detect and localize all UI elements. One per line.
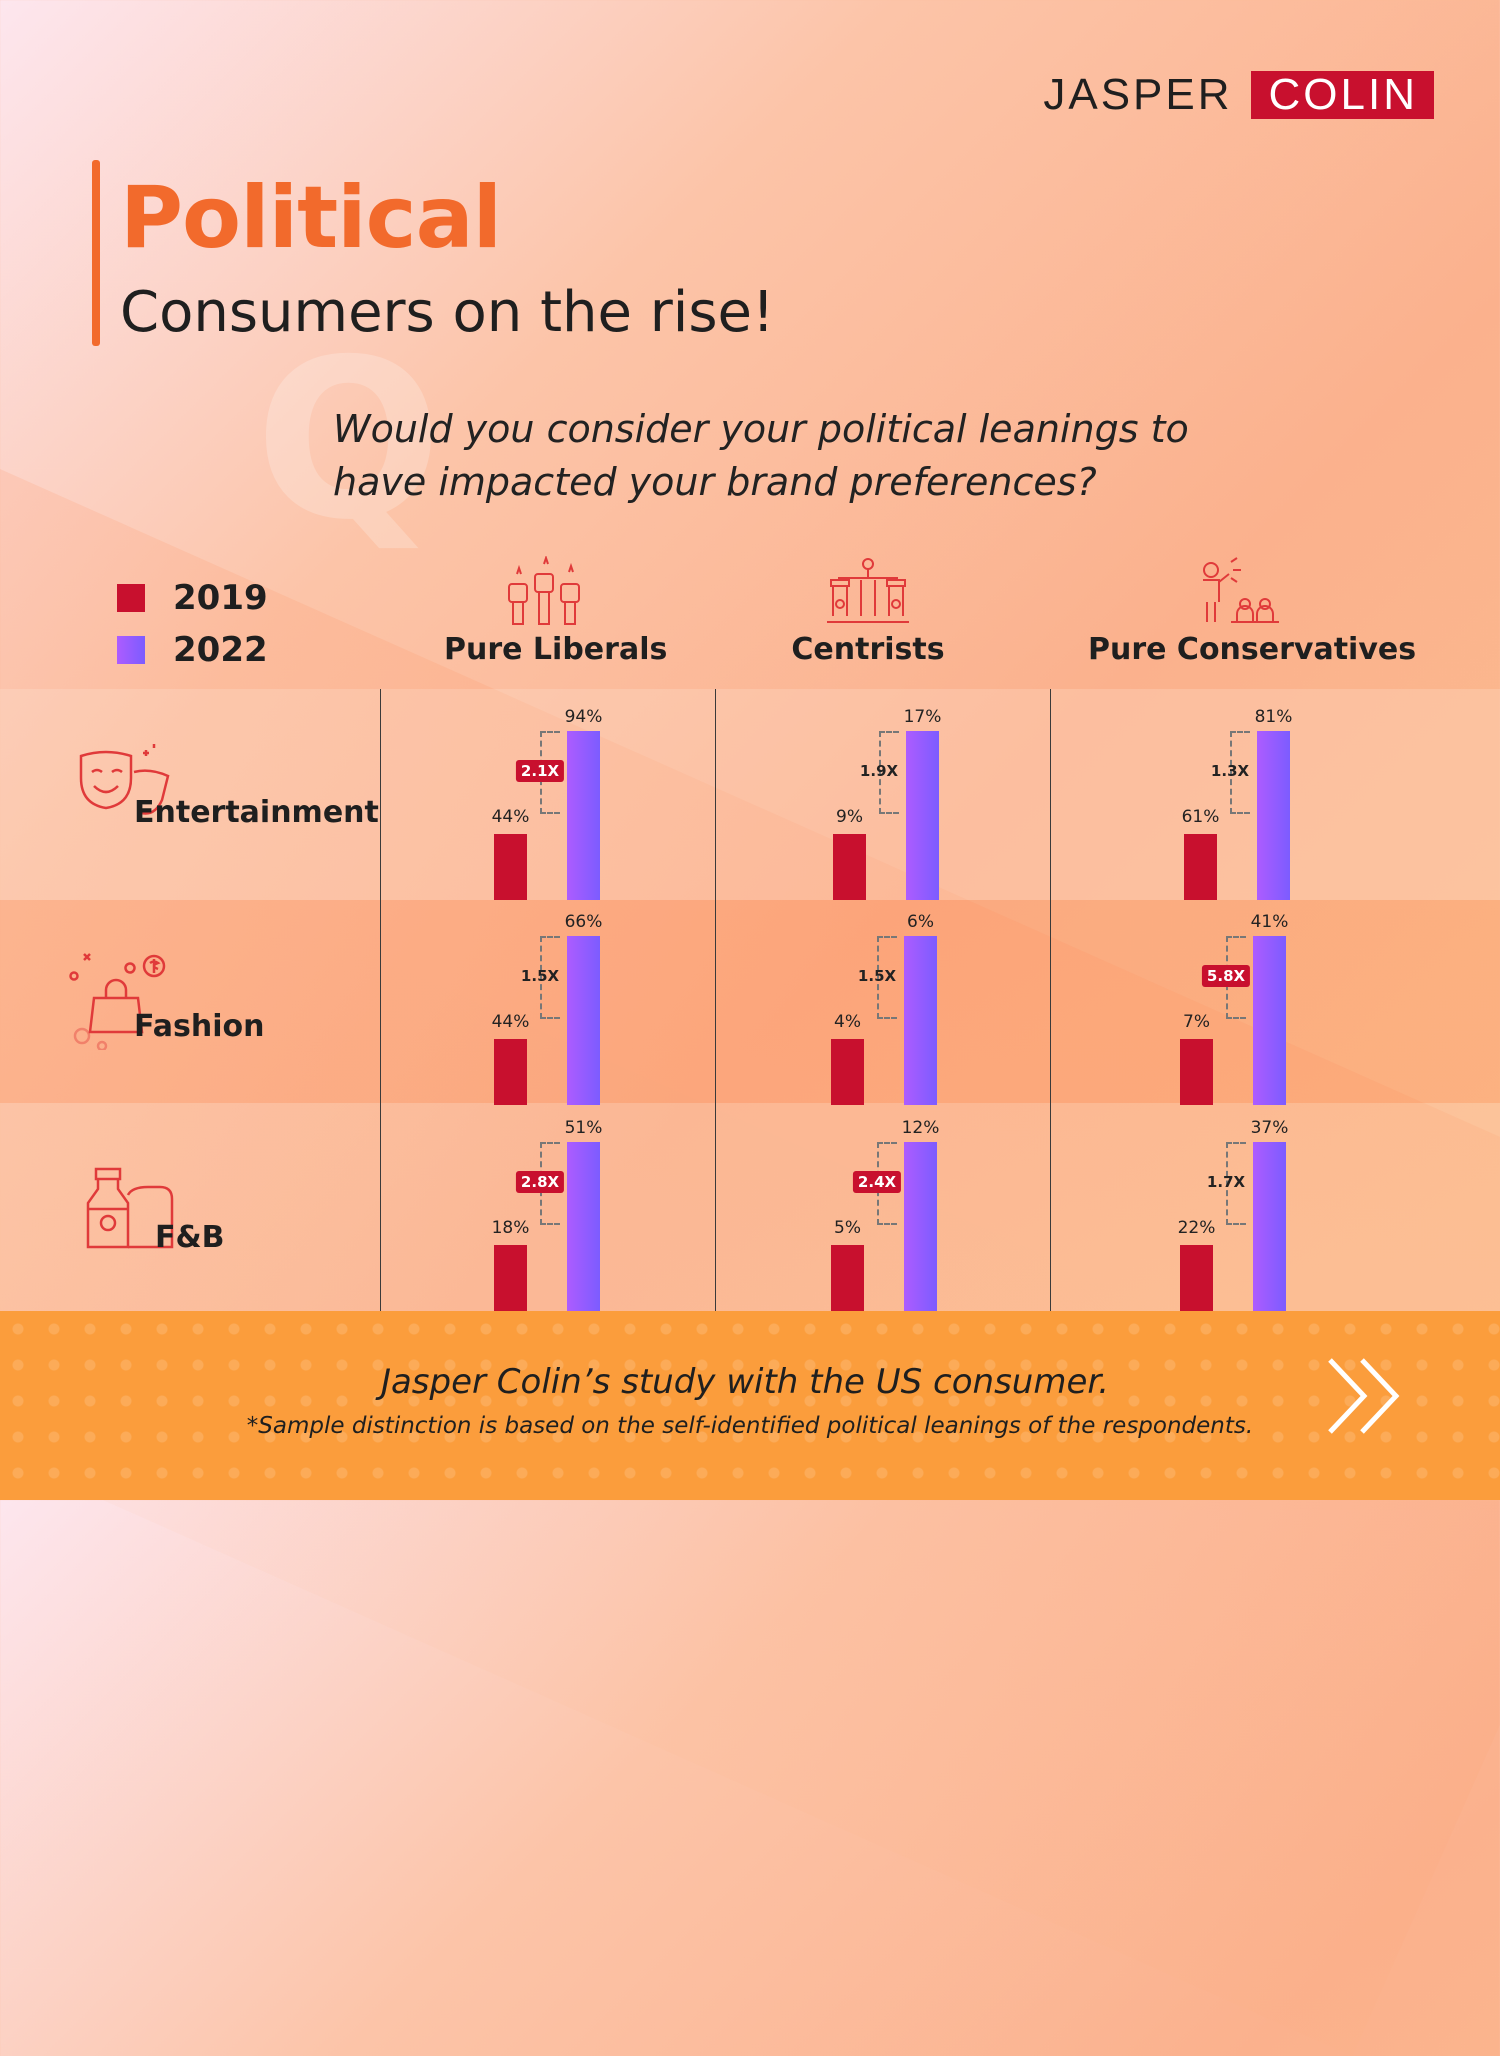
value-label-2019-1-0: 44%	[491, 1012, 530, 1032]
bar-2019-0-1	[833, 834, 866, 900]
row-band-entertainment	[0, 689, 1500, 900]
growth-multiplier-0-0: 2.1X	[515, 759, 565, 782]
logo-jasper-text: JASPER	[1043, 70, 1233, 119]
value-label-2022-0-1: 17%	[903, 707, 942, 727]
column-label-pure-liberals: Pure Liberals	[444, 632, 668, 667]
growth-multiplier-2-2: 1.7X	[1206, 1172, 1246, 1191]
growth-multiplier-2-0: 2.8X	[515, 1170, 565, 1193]
growth-bracket-0-1	[879, 731, 899, 814]
growth-bracket-1-1	[877, 936, 897, 1019]
value-label-2022-0-0: 94%	[564, 707, 603, 727]
value-label-2022-2-2: 37%	[1250, 1118, 1289, 1138]
footer-source-text: Jasper Colin’s study with the US consume…	[380, 1362, 1110, 1402]
column-divider-2	[715, 689, 716, 1311]
bar-2019-1-2	[1180, 1039, 1213, 1105]
question-mark-watermark-icon: Q	[255, 312, 443, 568]
jasper-colin-logo: JASPER COLIN	[1043, 70, 1434, 120]
value-label-2022-1-2: 41%	[1250, 912, 1289, 932]
speaker-audience-icon	[1203, 557, 1279, 623]
column-header-pure-conservatives: Pure Conservatives	[1088, 556, 1417, 667]
bar-2019-2-0	[494, 1245, 527, 1311]
bar-2022-0-0	[567, 731, 600, 900]
footer-band	[0, 1311, 1500, 1500]
bar-2019-2-2	[1180, 1245, 1213, 1311]
growth-bracket-2-2	[1226, 1142, 1246, 1225]
growth-multiplier-1-0: 1.5X	[520, 966, 560, 985]
page-subtitle: Consumers on the rise!	[120, 280, 775, 345]
footer-sample-note: *Sample distinction is based on the self…	[246, 1413, 1254, 1439]
column-label-centrists: Centrists	[791, 632, 945, 667]
growth-bracket-1-0	[540, 936, 560, 1019]
bar-2019-2-1	[831, 1245, 864, 1311]
bar-2022-1-1	[904, 936, 937, 1105]
legend-item-2019: 2019	[117, 572, 268, 624]
legend-label-2022: 2022	[173, 630, 268, 670]
bar-2022-1-0	[567, 936, 600, 1105]
value-label-2019-2-2: 22%	[1177, 1218, 1216, 1238]
title-accent-bar	[92, 160, 100, 346]
row-band-fashion	[0, 900, 1500, 1103]
value-label-2019-2-1: 5%	[834, 1218, 861, 1238]
bar-2019-0-2	[1184, 834, 1217, 900]
bar-2022-1-2	[1253, 936, 1286, 1105]
bar-2019-0-0	[494, 834, 527, 900]
legend-label-2019: 2019	[173, 578, 268, 618]
bar-2022-2-1	[904, 1142, 937, 1311]
column-label-pure-conservatives: Pure Conservatives	[1088, 632, 1417, 667]
bar-2022-0-1	[906, 731, 939, 900]
column-divider-1	[380, 689, 381, 1311]
value-label-2022-0-2: 81%	[1254, 707, 1293, 727]
chart-legend: 2019 2022	[117, 572, 268, 676]
value-label-2022-1-1: 6%	[907, 912, 934, 932]
protest-fists-icon	[508, 556, 580, 625]
growth-multiplier-0-1: 1.9X	[859, 761, 899, 780]
growth-multiplier-0-2: 1.3X	[1210, 761, 1250, 780]
growth-multiplier-2-1: 2.4X	[852, 1170, 902, 1193]
row-label-entertainment: Entertainment	[134, 795, 379, 830]
value-label-2019-2-0: 18%	[491, 1218, 530, 1238]
bar-2019-1-1	[831, 1039, 864, 1105]
survey-question: Would you consider your political leanin…	[333, 407, 1189, 504]
row-band-fb	[0, 1103, 1500, 1311]
shopping-bag-icon	[69, 953, 166, 1050]
food-bottle-icon	[86, 1167, 174, 1249]
column-header-centrists: Centrists	[768, 556, 968, 667]
value-label-2022-1-0: 66%	[564, 912, 603, 932]
legend-swatch-2019	[117, 584, 145, 612]
value-label-2022-2-1: 12%	[901, 1118, 940, 1138]
row-label-fb: F&B	[155, 1220, 225, 1255]
theater-masks-icon	[79, 744, 170, 815]
value-label-2019-1-1: 4%	[834, 1012, 861, 1032]
bar-2022-2-0	[567, 1142, 600, 1311]
value-label-2019-0-1: 9%	[836, 807, 863, 827]
growth-bracket-0-2	[1230, 731, 1250, 814]
next-chevrons-icon[interactable]	[1322, 1356, 1408, 1436]
page-title: Political	[120, 168, 502, 268]
row-label-fashion: Fashion	[134, 1009, 265, 1044]
balance-podium-icon	[827, 558, 909, 623]
legend-swatch-2022	[117, 636, 145, 664]
value-label-2019-0-2: 61%	[1181, 807, 1220, 827]
growth-multiplier-1-1: 1.5X	[857, 966, 897, 985]
legend-item-2022: 2022	[117, 624, 268, 676]
bar-2022-2-2	[1253, 1142, 1286, 1311]
logo-colin-text: COLIN	[1250, 71, 1434, 119]
value-label-2019-1-2: 7%	[1183, 1012, 1210, 1032]
value-label-2022-2-0: 51%	[564, 1118, 603, 1138]
column-header-pure-liberals: Pure Liberals	[444, 556, 668, 667]
bar-2022-0-2	[1257, 731, 1290, 900]
column-divider-3	[1050, 689, 1051, 1311]
value-label-2019-0-0: 44%	[491, 807, 530, 827]
bar-2019-1-0	[494, 1039, 527, 1105]
growth-multiplier-1-2: 5.8X	[1201, 964, 1251, 987]
